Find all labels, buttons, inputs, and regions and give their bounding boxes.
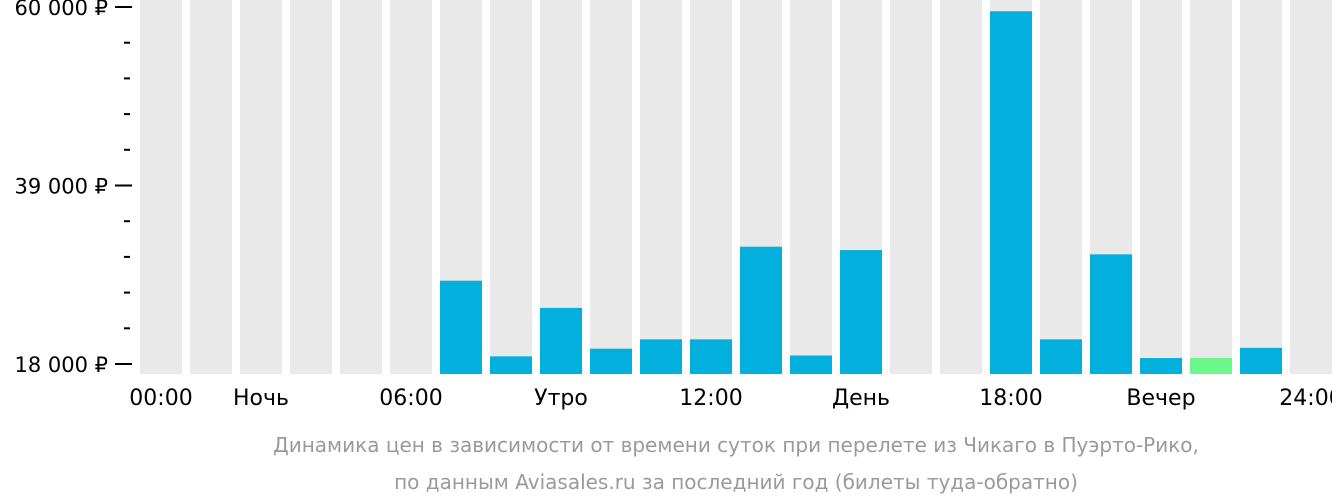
bar-22[interactable] xyxy=(1240,347,1282,374)
chart-caption: Динамика цен в зависимости от времени су… xyxy=(273,433,1199,494)
bar-20[interactable] xyxy=(1140,358,1182,374)
x-label-4: 12:00 xyxy=(679,386,742,411)
x-label-8: 24:00 xyxy=(1279,386,1332,411)
x-label-6: 18:00 xyxy=(979,386,1042,411)
caption-line-0: Динамика цен в зависимости от времени су… xyxy=(273,433,1199,457)
background-column-23 xyxy=(1290,0,1332,374)
bar-17[interactable] xyxy=(990,11,1032,374)
background-column-7 xyxy=(490,0,532,374)
x-label-5: День xyxy=(832,386,890,411)
bar-11[interactable] xyxy=(690,339,732,374)
bar-10[interactable] xyxy=(640,339,682,374)
background-column-21 xyxy=(1190,0,1232,374)
background-column-22 xyxy=(1240,0,1282,374)
bar-19[interactable] xyxy=(1090,254,1132,374)
background-column-0 xyxy=(140,0,182,374)
background-columns xyxy=(140,0,1332,374)
background-column-2 xyxy=(240,0,282,374)
x-label-3: Утро xyxy=(534,386,588,411)
background-column-1 xyxy=(190,0,232,374)
background-column-5 xyxy=(390,0,432,374)
y-tick-label-0: 60 000 ₽ xyxy=(14,0,108,20)
background-column-3 xyxy=(290,0,332,374)
background-column-13 xyxy=(790,0,832,374)
y-axis: 60 000 ₽ 39 000 ₽ 18 000 ₽ xyxy=(14,0,132,377)
bar-highlight-21[interactable] xyxy=(1190,358,1232,374)
bar-12[interactable] xyxy=(740,246,782,374)
x-label-1: Ночь xyxy=(233,386,289,411)
background-column-18 xyxy=(1040,0,1082,374)
x-label-2: 06:00 xyxy=(379,386,442,411)
background-column-11 xyxy=(690,0,732,374)
bar-6[interactable] xyxy=(440,280,482,374)
bar-7[interactable] xyxy=(490,356,532,374)
bar-14[interactable] xyxy=(840,250,882,374)
bar-18[interactable] xyxy=(1040,339,1082,374)
y-tick-label-2: 18 000 ₽ xyxy=(14,353,108,377)
background-column-9 xyxy=(590,0,632,374)
background-column-15 xyxy=(890,0,932,374)
bar-13[interactable] xyxy=(790,355,832,375)
bars xyxy=(440,11,1282,374)
caption-line-1: по данным Aviasales.ru за последний год … xyxy=(394,470,1078,494)
background-column-16 xyxy=(940,0,982,374)
background-column-4 xyxy=(340,0,382,374)
x-label-0: 00:00 xyxy=(129,386,192,411)
background-column-10 xyxy=(640,0,682,374)
y-tick-label-1: 39 000 ₽ xyxy=(14,175,108,199)
x-axis-labels: 00:00 Ночь 06:00 Утро 12:00 День 18:00 Вечер 24:… xyxy=(129,386,1332,411)
bar-9[interactable] xyxy=(590,348,632,374)
bar-8[interactable] xyxy=(540,307,582,374)
x-label-7: Вечер xyxy=(1126,386,1195,411)
background-column-20 xyxy=(1140,0,1182,374)
